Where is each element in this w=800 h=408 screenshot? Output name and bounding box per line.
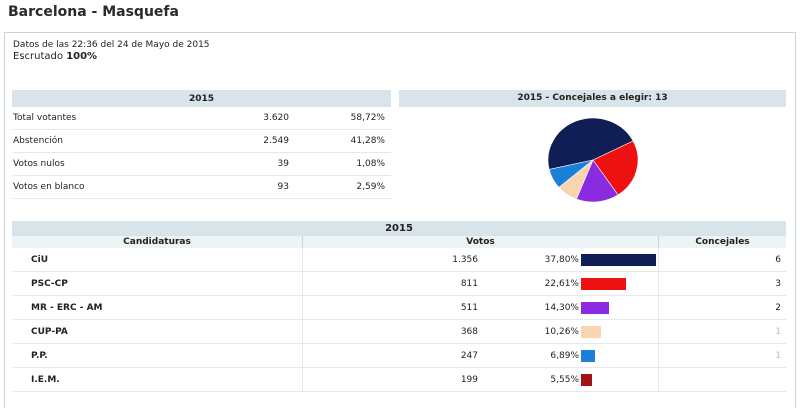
summary-label: Abstención [12, 129, 235, 153]
candidate-pct: 10,26% [478, 319, 581, 344]
vote-bar-cell [581, 271, 659, 296]
results-panel [4, 32, 796, 408]
candidate-votes: 511 [302, 295, 478, 320]
result-row: CUP-PA 368 10,26% 1 [12, 319, 786, 344]
candidate-pct: 14,30% [478, 295, 581, 320]
result-row: MR - ERC - AM 511 14,30% 2 [12, 295, 786, 320]
summary-row: Total votantes 3.620 58,72% [12, 107, 391, 130]
summary-value: 2.549 [235, 129, 289, 153]
candidate-seats: 1 [658, 343, 786, 368]
candidate-seats: 1 [658, 319, 786, 344]
candidate-pct: 5,55% [478, 367, 581, 392]
candidate-pct: 37,80% [478, 248, 581, 272]
summary-table: 2015 Total votantes 3.620 58,72% Abstención… [12, 90, 391, 199]
candidate-seats: 2 [658, 295, 786, 320]
candidate-name: P.P. [12, 343, 303, 368]
pie-header: 2015 - Concejales a elegir: 13 [399, 90, 786, 107]
escrutado-line: Escrutado 100% [13, 51, 210, 63]
candidate-name: I.E.M. [12, 367, 303, 392]
result-row: P.P. 247 6,89% 1 [12, 343, 786, 368]
vote-bar-cell [581, 248, 659, 272]
summary-pct: 41,28% [289, 129, 391, 153]
summary-label: Votos en blanco [12, 175, 235, 199]
candidate-name: PSC-CP [12, 271, 303, 296]
escrutado-label: Escrutado [13, 51, 63, 62]
col-votos: Votos [302, 236, 659, 248]
summary-row: Votos en blanco 93 2,59% [12, 175, 391, 199]
vote-bar-cell [581, 295, 659, 320]
col-candidaturas: Candidaturas [12, 236, 303, 248]
result-row: CiU 1.356 37,80% 6 [12, 248, 786, 272]
candidate-seats: 3 [658, 271, 786, 296]
col-concejales: Concejales [658, 236, 786, 248]
summary-value: 3.620 [235, 107, 289, 130]
summary-row: Votos nulos 39 1,08% [12, 152, 391, 176]
vote-bar [581, 301, 609, 314]
vote-bar-cell [581, 343, 659, 368]
summary-label: Total votantes [12, 107, 235, 130]
candidate-votes: 811 [302, 271, 478, 296]
candidate-name: CUP-PA [12, 319, 303, 344]
candidate-name: MR - ERC - AM [12, 295, 303, 320]
vote-bar-cell [581, 367, 659, 392]
result-row: PSC-CP 811 22,61% 3 [12, 271, 786, 296]
vote-bar [581, 349, 595, 362]
summary-header: 2015 [12, 90, 391, 107]
seats-pie-chart [547, 117, 639, 203]
candidate-votes: 247 [302, 343, 478, 368]
summary-row: Abstención 2.549 41,28% [12, 129, 391, 153]
summary-value: 93 [235, 175, 289, 199]
summary-value: 39 [235, 152, 289, 176]
update-info: Datos de las 22:36 del 24 de Mayo de 201… [13, 39, 210, 63]
vote-bar-cell [581, 319, 659, 344]
vote-bar [581, 325, 601, 338]
candidate-pct: 6,89% [478, 343, 581, 368]
escrutado-value: 100% [66, 51, 98, 62]
update-time: Datos de las 22:36 del 24 de Mayo de 201… [13, 40, 210, 50]
candidate-pct: 22,61% [478, 271, 581, 296]
summary-pct: 2,59% [289, 175, 391, 199]
summary-label: Votos nulos [12, 152, 235, 176]
pie-slice [548, 159, 594, 188]
page-title: Barcelona - Masquefa [8, 4, 179, 20]
summary-pct: 1,08% [289, 152, 391, 176]
pie-slice [592, 140, 639, 196]
results-table: 2015 Candidaturas Votos Concejales CiU 1.… [12, 221, 786, 392]
summary-pct: 58,72% [289, 107, 391, 130]
result-row: I.E.M. 199 5,55% [12, 367, 786, 392]
candidate-seats [658, 367, 786, 392]
candidate-seats: 6 [658, 248, 786, 272]
results-header: 2015 [12, 221, 786, 236]
vote-bar [581, 277, 626, 290]
pie-slice [547, 117, 634, 170]
vote-bar [581, 373, 592, 386]
candidate-votes: 368 [302, 319, 478, 344]
candidate-votes: 1.356 [302, 248, 478, 272]
vote-bar [581, 253, 656, 266]
candidate-votes: 199 [302, 367, 478, 392]
candidate-name: CiU [12, 248, 303, 272]
